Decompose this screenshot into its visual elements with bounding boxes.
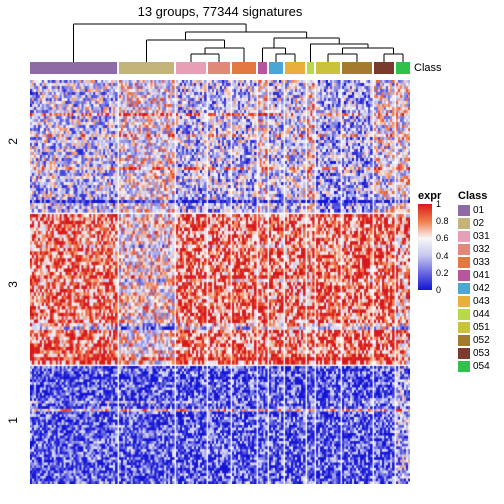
class-legend-item: 054 xyxy=(458,360,490,373)
swatch-icon xyxy=(458,205,470,216)
class-seg-031 xyxy=(176,62,206,74)
class-legend-label: 032 xyxy=(473,244,490,255)
class-seg-01 xyxy=(30,62,117,74)
expr-legend: expr 10.80.60.40.20 xyxy=(418,190,441,293)
class-seg-02 xyxy=(119,62,174,74)
class-legend-item: 02 xyxy=(458,217,490,230)
class-legend-label: 031 xyxy=(473,231,490,242)
class-legend-label: 033 xyxy=(473,257,490,268)
class-legend-item: 044 xyxy=(458,308,490,321)
expr-tick: 0.4 xyxy=(436,251,449,261)
class-legend-label: 043 xyxy=(473,296,490,307)
swatch-icon xyxy=(458,231,470,242)
class-legend-label: 02 xyxy=(473,218,484,229)
class-bar-label: Class xyxy=(414,62,442,74)
expr-tick: 0.6 xyxy=(436,233,449,243)
expr-tick: 0.2 xyxy=(436,268,449,278)
class-legend-item: 053 xyxy=(458,347,490,360)
class-legend-item: 042 xyxy=(458,282,490,295)
swatch-icon xyxy=(458,218,470,229)
swatch-icon xyxy=(458,270,470,281)
row-cluster-labels: 2 3 1 xyxy=(6,80,22,484)
swatch-icon xyxy=(458,309,470,320)
class-legend-label: 054 xyxy=(473,361,490,372)
class-legend-label: 052 xyxy=(473,335,490,346)
expr-tick: 0.8 xyxy=(436,216,449,226)
class-legend-label: 051 xyxy=(473,322,490,333)
class-legend-label: 01 xyxy=(473,205,484,216)
class-seg-052 xyxy=(342,62,372,74)
swatch-icon xyxy=(458,322,470,333)
class-legend-item: 032 xyxy=(458,243,490,256)
row-cluster-label: 2 xyxy=(6,138,20,145)
class-seg-053 xyxy=(374,62,394,74)
class-legend-item: 043 xyxy=(458,295,490,308)
class-legend-label: 041 xyxy=(473,270,490,281)
class-legend-item: 031 xyxy=(458,230,490,243)
swatch-icon xyxy=(458,257,470,268)
class-seg-041 xyxy=(258,62,267,74)
class-legend-label: 053 xyxy=(473,348,490,359)
class-legend-items: 01 02 031 032 033 041 042 043 044 051 052 053 054 xyxy=(458,204,490,373)
expr-colorbar: 10.80.60.40.20 xyxy=(418,204,432,290)
class-legend-title: Class xyxy=(458,190,490,202)
swatch-icon xyxy=(458,348,470,359)
page-title: 13 groups, 77344 signatures xyxy=(30,4,410,19)
class-legend-item: 041 xyxy=(458,269,490,282)
swatch-icon xyxy=(458,335,470,346)
class-legend-label: 044 xyxy=(473,309,490,320)
class-legend-item: 01 xyxy=(458,204,490,217)
class-seg-033 xyxy=(232,62,256,74)
class-legend-label: 042 xyxy=(473,283,490,294)
class-seg-042 xyxy=(269,62,283,74)
swatch-icon xyxy=(458,244,470,255)
swatch-icon xyxy=(458,283,470,294)
column-class-annotation xyxy=(30,62,410,74)
class-seg-032 xyxy=(208,62,230,74)
class-seg-043 xyxy=(285,62,305,74)
swatch-icon xyxy=(458,361,470,372)
row-cluster-label: 3 xyxy=(6,281,20,288)
class-seg-051 xyxy=(316,62,340,74)
class-legend-item: 051 xyxy=(458,321,490,334)
column-dendrogram xyxy=(30,20,410,62)
expr-tick: 0 xyxy=(436,285,441,295)
swatch-icon xyxy=(458,296,470,307)
expr-tick: 1 xyxy=(436,199,441,209)
row-cluster-label: 1 xyxy=(6,417,20,424)
class-seg-054 xyxy=(396,62,410,74)
class-legend-item: 033 xyxy=(458,256,490,269)
class-legend: Class 01 02 031 032 033 041 042 043 044 051 052 053… xyxy=(458,190,490,373)
heatmap xyxy=(30,80,410,484)
class-legend-item: 052 xyxy=(458,334,490,347)
class-seg-044 xyxy=(307,62,314,74)
